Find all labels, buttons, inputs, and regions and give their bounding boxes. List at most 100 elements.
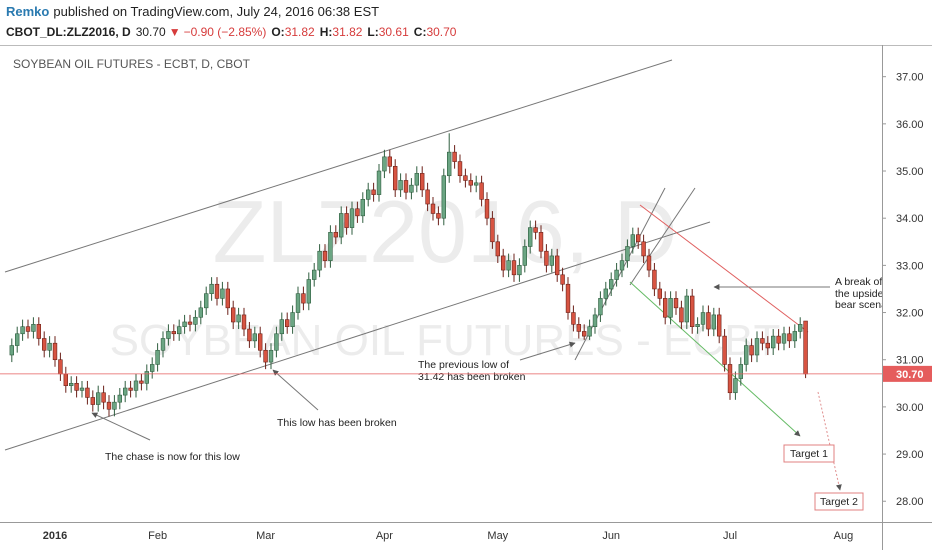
y-tick-label: 33.00 (896, 260, 924, 272)
candle-body (360, 199, 365, 217)
candle-body (430, 203, 436, 214)
candle-body (365, 189, 371, 200)
quote-line: CBOT_DL:ZLZ2016, D 30.70 ▼ −0.90 (−2.85%) O:… (6, 25, 457, 39)
candle-body (484, 199, 490, 219)
candle-body (738, 364, 744, 379)
candle-body (414, 173, 419, 186)
candle-body (36, 324, 42, 339)
candle-body (344, 213, 349, 228)
x-tick-label: Mar (256, 530, 275, 542)
candle-body (770, 335, 776, 349)
channel-line (4, 221, 711, 451)
author[interactable]: Remko (6, 4, 49, 19)
candle-body (765, 342, 771, 349)
arrow (272, 369, 319, 411)
ohlc-value: 31.82 (285, 25, 315, 39)
candle-body (382, 156, 387, 172)
candle-body (112, 401, 117, 410)
ohlc: O:31.82 H:31.82 L:30.61 C:30.70 (271, 25, 456, 39)
resistance-line (639, 204, 809, 333)
candle-body (749, 345, 754, 356)
wedge-line (629, 187, 696, 286)
candle-body (565, 283, 571, 313)
arrow (91, 412, 151, 441)
candle-body (576, 324, 582, 332)
candle-body (376, 170, 382, 195)
ohlc-key: O: (271, 25, 284, 39)
x-tick-label: Jul (723, 530, 737, 542)
y-tick-label: 36.00 (896, 119, 924, 131)
candle-body (128, 387, 133, 391)
candle-body (581, 331, 587, 337)
y-tick-label: 30.00 (896, 402, 924, 414)
x-tick-label: Feb (148, 530, 167, 542)
y-tick-label: 34.00 (896, 213, 924, 225)
annotation: The chase is now for this low (105, 451, 240, 463)
header-line: Remko published on TradingView.com, July … (6, 4, 379, 19)
candle-body (398, 180, 403, 191)
candle-body (457, 161, 463, 177)
candle-body (603, 288, 609, 299)
candle-body (446, 151, 452, 177)
candle-body (257, 333, 263, 351)
candle-body (662, 298, 668, 318)
candle-body (403, 180, 409, 193)
candle-body (52, 342, 58, 361)
candle-body (614, 269, 619, 280)
candle-body (679, 307, 684, 323)
candle-body (803, 320, 808, 375)
annotation: bear scena (835, 299, 887, 311)
y-tick-label: 31.00 (896, 355, 924, 367)
candle-body (25, 326, 31, 332)
candle-body (279, 319, 284, 335)
candle-body (236, 314, 241, 323)
candle-body (722, 335, 727, 365)
candle-body (133, 380, 139, 391)
candle-body (268, 349, 274, 363)
y-tick-label: 35.00 (896, 166, 924, 178)
annotation: This low has been broken (277, 417, 397, 429)
candle-body (177, 326, 182, 335)
x-tick-label: May (487, 530, 508, 542)
candle-body (214, 283, 220, 299)
candle-body (85, 387, 90, 398)
annotation: 31.42 has been broken (418, 371, 526, 383)
candle-body (193, 316, 198, 325)
candle-body (392, 165, 398, 191)
candle-body (209, 283, 214, 294)
annotation: A break of (835, 276, 882, 288)
candle-body (500, 255, 506, 271)
candle-body (20, 326, 25, 335)
candle-body (9, 345, 14, 356)
candle-body (90, 397, 96, 405)
candle-body (155, 349, 160, 365)
candle-body (263, 349, 268, 363)
candle-body (150, 364, 155, 372)
candle-body (101, 392, 106, 403)
target-box (783, 444, 835, 463)
arrow: ▼ (169, 25, 181, 39)
ohlc-value: 30.61 (379, 25, 409, 39)
x-tick-label: Jun (602, 530, 620, 542)
candle-body (506, 260, 511, 271)
candle-body (490, 217, 495, 243)
target-label: Target 1 (790, 448, 828, 460)
candle-body (689, 295, 695, 327)
candle-body (387, 156, 392, 167)
arrow (519, 341, 576, 361)
candle-body (338, 213, 344, 238)
candle-body (301, 293, 306, 304)
candle-body (274, 333, 279, 351)
ohlc-value: 30.70 (426, 25, 456, 39)
x-tick-label: 2016 (43, 530, 67, 542)
candle-body (792, 331, 798, 342)
candle-body (700, 312, 706, 325)
candle-body (468, 180, 473, 186)
chart-title: SOYBEAN OIL FUTURES - ECBT, D, CBOT (13, 57, 251, 71)
candle-body (425, 189, 430, 205)
candle-body (355, 208, 360, 217)
candle-body (463, 175, 468, 181)
candle-body (646, 255, 652, 271)
candle-body (74, 383, 79, 391)
